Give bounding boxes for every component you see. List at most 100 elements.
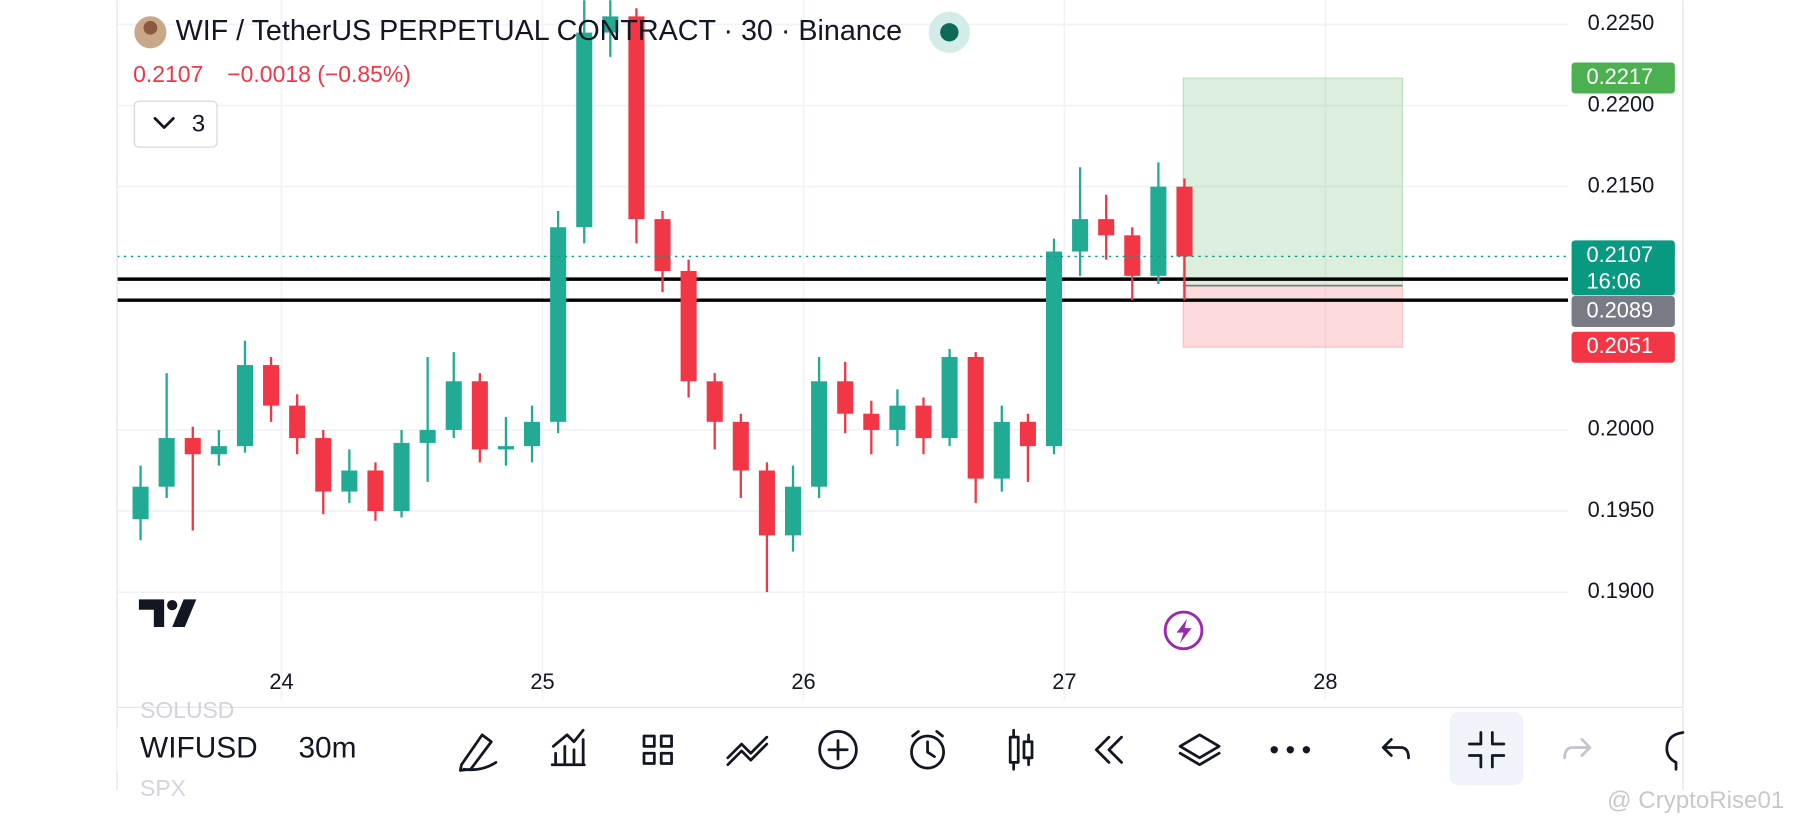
symbol-mask — [117, 727, 265, 772]
candle-body — [941, 356, 958, 439]
y-tick-label: 0.1900 — [1588, 578, 1655, 603]
alert-hands — [911, 730, 944, 759]
replay-icon[interactable] — [1094, 735, 1123, 764]
candle-body — [393, 442, 410, 512]
indicators-toggle[interactable] — [133, 100, 218, 148]
logo-part — [138, 599, 165, 627]
position-stop-zone — [1182, 285, 1403, 348]
toolbar-interval[interactable]: 30m — [298, 732, 356, 765]
header-change: −0.0018 (−0.85%) — [227, 61, 411, 87]
chart-type-icon[interactable] — [1008, 728, 1034, 771]
candle-body — [654, 219, 671, 272]
layout-icon[interactable] — [642, 734, 673, 765]
symbol-fade — [264, 723, 285, 774]
entry-label-box — [1571, 296, 1675, 328]
axes: 0.2250 0.2200 0.2150 0.2000 0.1950 0.1900 24 25… — [269, 10, 1675, 694]
y-tick-label: 0.2000 — [1588, 416, 1655, 441]
candle-body — [732, 421, 749, 471]
redo-icon[interactable] — [1563, 738, 1592, 760]
candle-body — [445, 381, 462, 430]
last-price-label: 0.2107 — [1586, 242, 1653, 267]
idea-icon[interactable] — [1665, 731, 1685, 771]
symbol-title[interactable]: WIF / TetherUS PERPETUAL CONTRACT · 30 ·… — [176, 15, 902, 47]
header-price: 0.2107 — [133, 61, 203, 87]
x-tick-label: 25 — [530, 669, 554, 694]
add-icon[interactable] — [818, 730, 858, 770]
candle-body — [471, 381, 488, 450]
target-label-box — [1571, 62, 1675, 94]
candle-body — [993, 421, 1010, 479]
candle-body — [1150, 186, 1167, 276]
candle-body — [967, 356, 984, 479]
fullscreen-button[interactable] — [1449, 711, 1524, 786]
candle-body — [1098, 219, 1115, 236]
chevron-icon — [153, 117, 175, 129]
candle-body — [706, 381, 723, 422]
last-price-label-box — [1571, 240, 1675, 296]
header: WIF / TetherUS PERPETUAL CONTRACT · 30 ·… — [133, 11, 971, 148]
candle-body — [524, 421, 541, 447]
position-target-zone — [1182, 77, 1403, 287]
candle-body — [315, 438, 332, 492]
more-dot — [1286, 746, 1294, 754]
y-tick-label: 0.2250 — [1588, 10, 1655, 35]
toolbar: SOLUSD SPX WIFUSD 30m — [117, 697, 1685, 801]
countdown-label: 16:06 — [1586, 269, 1641, 294]
y-tick-label: 0.2200 — [1588, 91, 1655, 116]
bolt-icon — [1176, 618, 1192, 644]
grid — [117, 0, 1569, 701]
compare-icon[interactable] — [726, 735, 769, 767]
candle-body — [576, 32, 593, 228]
toolbar-symbol[interactable]: WIFUSD — [140, 732, 258, 765]
logo-part — [167, 599, 178, 611]
candle-body — [1072, 219, 1089, 252]
candle-body — [758, 470, 775, 536]
candle-body — [1124, 235, 1141, 276]
candle-body — [811, 381, 828, 487]
undo-icon[interactable] — [1381, 738, 1410, 760]
entry-label: 0.2089 — [1586, 297, 1653, 322]
x-tick-label: 27 — [1052, 669, 1076, 694]
x-tick-label: 24 — [269, 669, 293, 694]
candle-body — [550, 227, 567, 422]
more-dot — [1302, 746, 1311, 754]
candle-body — [210, 446, 227, 455]
more-icon[interactable] — [1270, 746, 1278, 754]
x-tick-label: 28 — [1313, 669, 1337, 694]
candle-body — [419, 429, 436, 443]
candle-body — [497, 446, 514, 450]
candle-body — [680, 271, 697, 382]
stop-label-box — [1571, 331, 1675, 363]
candle-body — [341, 470, 358, 492]
candle-body — [784, 486, 802, 536]
candle-body — [367, 470, 384, 512]
stop-label: 0.2051 — [1586, 333, 1653, 358]
candle-body — [915, 405, 932, 439]
candle-body — [863, 413, 880, 430]
candle-body — [184, 438, 201, 455]
target-label: 0.2217 — [1586, 64, 1653, 89]
ghost-symbol: SPX — [140, 775, 186, 801]
candle-body — [837, 381, 854, 414]
add-plus — [827, 739, 849, 761]
tradingview-logo — [138, 599, 197, 627]
alert-icon[interactable] — [910, 734, 946, 770]
candle-body — [263, 365, 280, 406]
candle-body — [236, 365, 254, 447]
layers-icon[interactable] — [1178, 733, 1221, 767]
candle-body — [628, 16, 645, 220]
market-status-dot — [940, 23, 959, 42]
candle-body — [1019, 421, 1036, 447]
draw-icon[interactable] — [458, 733, 498, 772]
indicators-count: 3 — [192, 111, 205, 138]
candle-body — [889, 405, 906, 430]
indicators-icon[interactable] — [550, 728, 586, 767]
candle-body — [1045, 251, 1063, 447]
candle-body — [602, 16, 619, 33]
symbol-icon-detail — [143, 20, 158, 35]
y-tick-label: 0.1950 — [1588, 497, 1655, 522]
logo-part — [172, 599, 197, 627]
replay-bolt[interactable] — [1163, 610, 1204, 651]
candle-body — [158, 438, 175, 487]
